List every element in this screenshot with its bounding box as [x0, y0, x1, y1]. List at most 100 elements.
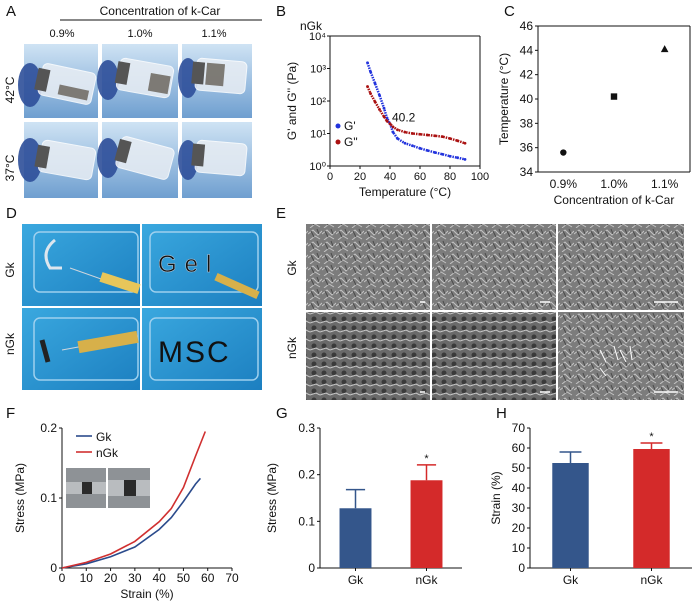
panel-a-col-3: 1.1%	[201, 28, 226, 40]
y-tick-label: 0.2	[40, 421, 57, 435]
y-tick-label: 36	[520, 141, 534, 155]
y-tick-label: 0	[50, 561, 57, 575]
data-point	[426, 149, 429, 152]
syringe-icon	[61, 267, 260, 354]
x-tick-label: Gk	[348, 573, 364, 587]
data-point	[385, 116, 389, 120]
data-point	[426, 133, 429, 137]
data-point	[448, 137, 452, 140]
data-point	[448, 154, 452, 158]
x-tick-label: 0	[59, 571, 66, 585]
y-tick-label: 0	[308, 561, 315, 575]
x-tick-label: 20	[104, 571, 118, 585]
legend-label: Gk	[96, 430, 112, 444]
x-axis-label: Strain (%)	[120, 587, 173, 601]
data-point	[366, 85, 369, 88]
y-tick-label: 10²	[310, 96, 326, 108]
arrow-icon	[599, 345, 633, 377]
legend-marker	[335, 123, 341, 129]
panel-c: C 0.9% 1.0% 1.1% 34 36 38 40 42 44 46 Concentratio…	[497, 3, 691, 207]
series-line-nGk	[61, 431, 207, 569]
panel-d-row-1: Gk	[3, 261, 17, 277]
panel-e-row-2: nGk	[285, 336, 299, 359]
sem-image-gk-1	[306, 224, 430, 310]
x-tick-label: 1.0%	[600, 177, 628, 191]
series-line-0	[366, 62, 466, 161]
panel-e-row-1: Gk	[285, 259, 299, 275]
chart-g: 0 0.1 0.2 0.3 Stress (MPa) Gk nGk *	[265, 421, 462, 587]
sem-image-ngk-3	[558, 312, 684, 400]
writing-photo-gk-1	[22, 224, 140, 306]
data-point	[411, 132, 414, 135]
data-point	[388, 122, 392, 126]
panel-a-row-1: 42°C	[3, 76, 17, 103]
data-point	[378, 108, 381, 111]
y-tick-label: 38	[520, 116, 534, 130]
data-point	[433, 134, 437, 138]
y-tick-label: 60	[512, 441, 526, 455]
sem-image-gk-2	[432, 224, 556, 310]
y-tick-label: 70	[512, 421, 526, 435]
writing-photo-ngk-2	[142, 308, 262, 390]
writing-msc: MSC	[158, 336, 231, 369]
legend-marker	[335, 139, 341, 145]
data-point	[369, 92, 372, 95]
y-axis-label: Temperature (°C)	[497, 53, 511, 145]
data-point	[418, 146, 422, 150]
data-point	[463, 157, 467, 161]
x-tick-label: 100	[471, 171, 489, 183]
x-tick-label: Gk	[563, 573, 579, 587]
data-point	[396, 137, 399, 140]
y-tick-label: 10⁴	[309, 31, 326, 43]
panel-b-letter: B	[276, 3, 286, 20]
chart-b: 0 20 40 60 80 100 10⁰ 10¹ 10² 10³ 10⁴ Temperature (…	[285, 31, 489, 199]
x-tick-label: 10	[80, 571, 94, 585]
y-tick-label: 42	[520, 68, 534, 82]
data-point	[610, 93, 618, 100]
y-tick-label: 40	[520, 92, 534, 106]
x-tick-label: 40	[152, 571, 166, 585]
data-point	[382, 106, 386, 110]
data-point	[403, 141, 407, 145]
y-tick-label: 50	[512, 461, 526, 475]
chart-b-title: nGk	[300, 19, 323, 33]
panel-a-letter: A	[6, 3, 16, 20]
x-tick-label: nGk	[415, 573, 438, 587]
y-tick-label: 44	[520, 43, 534, 57]
chart-f: 0 10 20 30 40 50 60 70 0 0.1 0.2 Strain (%) Stress (…	[13, 421, 239, 601]
sem-image-ngk-1	[306, 312, 430, 400]
panel-e-letter: E	[276, 205, 286, 222]
series-line-1	[366, 85, 466, 145]
y-tick-label: 0.2	[298, 468, 315, 482]
y-axis-label: Strain (%)	[489, 471, 503, 524]
data-point	[433, 151, 437, 154]
y-tick-label: 20	[512, 521, 526, 535]
legend-label: G'	[344, 119, 356, 133]
x-tick-label: 50	[177, 571, 191, 585]
bar-nGk	[633, 449, 670, 568]
data-point	[369, 70, 372, 74]
panel-b: B nGk 0 20 40 60 80 100 10⁰ 10¹ 10² 10³ 10⁴ Tempera…	[276, 3, 489, 199]
panel-h-letter: H	[496, 405, 507, 422]
x-tick-label: 60	[201, 571, 215, 585]
chart-h: 0 10 20 30 40 50 60 70 Strain (%) Gk nGk *	[489, 421, 692, 587]
panel-d: D Gk nGk Gel MSC	[3, 205, 262, 390]
data-point	[560, 149, 567, 156]
data-point	[373, 81, 377, 85]
y-tick-label: 10³	[310, 64, 326, 76]
chart-c: 0.9% 1.0% 1.1% 34 36 38 40 42 44 46 Concentration …	[497, 19, 691, 207]
y-axis-label: Stress (MPa)	[13, 463, 27, 533]
x-axis-label: Concentration of k-Car	[554, 193, 675, 207]
panel-h: H 0 10 20 30 40 50 60 70 Strain (%) Gk nGk *	[489, 405, 692, 587]
y-tick-label: 10¹	[310, 129, 326, 141]
data-point	[418, 132, 422, 136]
panel-e: E Gk nGk	[276, 205, 684, 400]
data-point	[391, 130, 395, 134]
data-point	[456, 139, 459, 143]
data-point	[382, 115, 386, 119]
y-axis-label: Stress (MPa)	[265, 463, 279, 533]
x-tick-label: 60	[414, 171, 426, 183]
x-tick-label: 30	[128, 571, 142, 585]
x-tick-label: 80	[444, 171, 456, 183]
